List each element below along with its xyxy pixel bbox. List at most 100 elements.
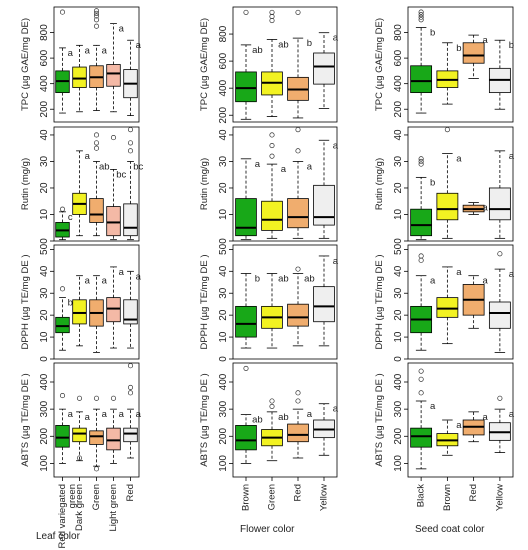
- y-tick-label: 30: [393, 155, 404, 167]
- significance-letter: b: [430, 27, 435, 38]
- box-brown: ab: [235, 9, 263, 120]
- significance-letter: a: [102, 276, 108, 287]
- outlier-point: [93, 466, 100, 472]
- x-tick-label: Red: [293, 484, 304, 501]
- outlier-point: [418, 17, 424, 23]
- box-green: ab: [261, 273, 289, 349]
- y-tick-label: 400: [218, 79, 229, 96]
- panel-seed-abts: 100 200 300 400 ABTS (µg TE/mg DE ) a Black a Br…: [374, 362, 515, 511]
- plot-frame: [232, 362, 338, 478]
- y-tick-label: 600: [39, 49, 50, 66]
- outlier-point: [93, 132, 100, 138]
- significance-letter: a: [136, 271, 142, 282]
- box-iqr: [106, 297, 121, 323]
- significance-letter: ab: [99, 161, 110, 172]
- y-tick-label: 40: [39, 129, 50, 141]
- significance-letter: a: [509, 151, 515, 162]
- significance-letter: a: [85, 151, 91, 162]
- box-green: a: [89, 395, 108, 472]
- significance-letter: a: [85, 45, 91, 56]
- leaf-color-caption: Leaf color: [36, 531, 80, 542]
- outlier-point: [295, 398, 301, 404]
- box-iqr: [410, 208, 433, 237]
- outlier-point: [93, 8, 100, 14]
- outlier-point: [127, 384, 134, 390]
- outlier-point: [93, 145, 100, 151]
- box-iqr: [235, 425, 257, 451]
- x-tick-label: Yellow: [494, 484, 505, 511]
- outlier-point: [497, 395, 503, 401]
- y-tick-label: 50: [218, 243, 229, 255]
- box-iqr: [287, 303, 309, 327]
- outlier-point: [295, 390, 301, 396]
- box-brown: a: [436, 127, 462, 239]
- outlier-point: [93, 140, 100, 146]
- panel-seed-dpph: 0 10 20 30 40 50 DPPH (µg TE/mg DE ) a a a a: [374, 243, 515, 361]
- y-axis-label: DPPH (µg TE/mg DE ): [199, 254, 210, 349]
- significance-letter: b: [307, 38, 312, 49]
- box-red: a: [287, 127, 313, 239]
- significance-letter: a: [119, 24, 125, 35]
- outlier-point: [93, 10, 100, 16]
- y-tick-label: 10: [218, 208, 229, 220]
- significance-letter: b: [456, 43, 461, 54]
- y-tick-label: 800: [393, 24, 404, 41]
- outlier-point: [269, 9, 275, 15]
- y-tick-label: 600: [218, 52, 229, 69]
- y-tick-label: 50: [39, 243, 50, 255]
- significance-letter: a: [307, 161, 313, 172]
- y-tick-label: 30: [218, 155, 229, 167]
- x-tick-label: Green: [91, 484, 102, 510]
- significance-letter: a: [482, 35, 488, 46]
- box-black: b: [410, 9, 435, 114]
- box-iqr: [488, 187, 511, 221]
- outlier-point: [59, 393, 66, 399]
- significance-letter: ab: [252, 45, 263, 56]
- plot-frame: [232, 126, 338, 242]
- plot-frame: [407, 126, 514, 242]
- y-tick-label: 10: [39, 208, 50, 220]
- y-tick-label: 10: [39, 331, 50, 343]
- box-iqr: [235, 198, 257, 237]
- outlier-point: [59, 206, 66, 212]
- outlier-point: [243, 9, 249, 15]
- significance-letter: a: [456, 420, 462, 431]
- y-tick-label: 200: [393, 428, 404, 445]
- outlier-point: [93, 17, 100, 23]
- plot-frame: [407, 6, 514, 123]
- box-iqr: [410, 65, 433, 94]
- outlier-point: [418, 257, 424, 263]
- box-brown: a: [436, 419, 462, 456]
- x-tick-label: Green: [267, 484, 278, 510]
- box-green: ab: [261, 398, 289, 462]
- box-green: a: [261, 132, 287, 239]
- outlier-point: [418, 12, 424, 18]
- y-tick-label: 200: [218, 106, 229, 123]
- outlier-point: [418, 158, 424, 165]
- box-yellow: a: [313, 255, 339, 347]
- box-green: ab: [89, 132, 110, 237]
- box-iqr: [89, 430, 104, 445]
- x-tick-label: Dark green: [74, 484, 85, 531]
- significance-letter: a: [102, 45, 108, 56]
- box-iqr: [313, 184, 335, 226]
- panel-flower-rutin: 0 10 20 30 40 Rutin (mg/g) a a a a: [199, 126, 339, 244]
- box-yellow: a: [488, 395, 515, 453]
- significance-letter: ab: [278, 412, 289, 423]
- box-red: b: [287, 9, 312, 119]
- outlier-point: [269, 132, 275, 138]
- outlier-point: [418, 9, 424, 15]
- box-yellow: a: [313, 139, 339, 239]
- outlier-point: [295, 9, 301, 15]
- significance-letter: a: [281, 164, 287, 175]
- y-tick-label: 20: [218, 182, 229, 194]
- y-tick-label: 200: [218, 428, 229, 445]
- significance-letter: c: [68, 212, 73, 223]
- outlier-point: [110, 135, 117, 141]
- box-red-variegated-green: c: [55, 206, 73, 241]
- y-axis-label: DPPH (µg TE/mg DE ): [20, 254, 31, 349]
- outlier-point: [93, 13, 100, 19]
- significance-letter: bc: [116, 169, 126, 180]
